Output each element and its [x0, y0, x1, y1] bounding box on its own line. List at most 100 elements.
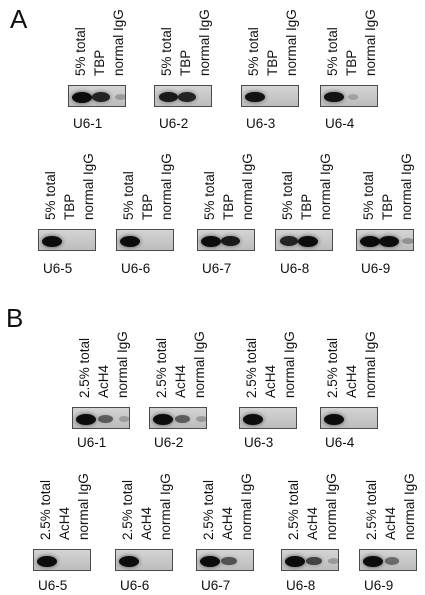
lane-label: 5% total: [246, 27, 261, 76]
blot-caption: U6-1: [73, 116, 103, 131]
lane-label: normal IgG: [318, 153, 333, 220]
lane-label: normal IgG: [81, 153, 96, 220]
lane-label: 5% total: [280, 171, 295, 220]
lane-label: AcH4: [263, 364, 278, 398]
blot-caption: U6-3: [244, 435, 274, 450]
lane-label: 5% total: [159, 27, 174, 76]
blot-caption: U6-5: [38, 578, 68, 593]
lane-label: 5% total: [43, 171, 58, 220]
blot-image: [359, 549, 417, 571]
band: [42, 235, 62, 247]
blot-caption: U6-6: [121, 261, 151, 276]
lane-label: 2.5% total: [286, 479, 301, 540]
blot-image: [72, 407, 130, 429]
lane-label: 5% total: [121, 171, 136, 220]
blot-caption: U6-8: [280, 261, 310, 276]
lane-label: normal IgG: [158, 473, 173, 540]
lane-label: TBP: [140, 193, 155, 220]
lane-label: normal IgG: [76, 473, 91, 540]
lane-label: normal IgG: [240, 153, 255, 220]
lane-label: AcH4: [220, 506, 235, 540]
lane-label: 5% total: [361, 171, 376, 220]
blot-image: [197, 229, 255, 251]
blot-image: [241, 85, 299, 107]
band: [201, 235, 221, 247]
panel-letter-a: A: [10, 4, 28, 34]
lane-label: 2.5% total: [77, 337, 92, 398]
lane-label: TBP: [178, 49, 193, 76]
blot-caption: U6-7: [202, 261, 232, 276]
blot-image: [115, 549, 173, 571]
lane-label: TBP: [221, 193, 236, 220]
band: [158, 91, 178, 103]
blot-image: [68, 85, 126, 107]
blot-caption: U6-2: [159, 116, 189, 131]
band: [245, 91, 265, 103]
band: [76, 413, 96, 425]
lane-label: normal IgG: [192, 331, 207, 398]
lane-label: TBP: [265, 49, 280, 76]
band: [118, 416, 129, 422]
lane-label: 2.5% total: [120, 479, 135, 540]
blot-image: [239, 407, 297, 429]
band: [37, 555, 57, 567]
lane-label: normal IgG: [399, 153, 414, 220]
band: [279, 235, 299, 247]
lane-label: normal IgG: [284, 9, 299, 76]
lane-label: TBP: [380, 193, 395, 220]
band: [285, 555, 305, 567]
band: [220, 235, 240, 247]
blot-image: [196, 549, 254, 571]
lane-label: normal IgG: [111, 9, 126, 76]
lane-label: 5% total: [325, 27, 340, 76]
lane-label: 2.5% total: [201, 479, 216, 540]
blot-image: [275, 229, 333, 251]
band: [153, 413, 173, 425]
band: [360, 235, 380, 247]
lane-label: normal IgG: [363, 9, 378, 76]
band: [305, 556, 323, 566]
lane-label: AcH4: [305, 506, 320, 540]
band: [363, 555, 383, 567]
lane-label: 2.5% total: [244, 337, 259, 398]
blot-image: [320, 85, 378, 107]
band: [324, 91, 344, 103]
panel-letter-b: B: [6, 303, 24, 333]
lane-label: 5% total: [73, 27, 88, 76]
blot-caption: U6-9: [361, 261, 391, 276]
lane-label: AcH4: [96, 364, 111, 398]
blot-caption: U6-9: [364, 578, 394, 593]
band: [379, 235, 399, 247]
blot-caption: U6-6: [120, 578, 150, 593]
blot-image: [356, 229, 414, 251]
band: [200, 555, 220, 567]
band: [97, 415, 113, 423]
blot-caption: U6-3: [246, 116, 276, 131]
lane-label: normal IgG: [363, 331, 378, 398]
lane-label: TBP: [344, 49, 359, 76]
blot-image: [149, 407, 207, 429]
band: [177, 91, 197, 103]
lane-label: 2.5% total: [38, 479, 53, 540]
band: [347, 94, 359, 100]
band: [221, 556, 237, 566]
lane-label: normal IgG: [282, 331, 297, 398]
lane-label: TBP: [62, 193, 77, 220]
lane-label: 2.5% total: [364, 479, 379, 540]
blot-caption: U6-2: [154, 435, 184, 450]
lane-label: normal IgG: [324, 473, 339, 540]
band: [72, 91, 92, 103]
blot-image: [154, 85, 212, 107]
lane-label: AcH4: [57, 506, 72, 540]
lane-label: TBP: [92, 49, 107, 76]
band: [327, 558, 338, 564]
blot-caption: U6-4: [325, 116, 355, 131]
lane-label: AcH4: [139, 506, 154, 540]
blot-image: [281, 549, 339, 571]
blot-caption: U6-7: [201, 578, 231, 593]
band: [120, 235, 140, 247]
band: [195, 416, 206, 422]
lane-label: AcH4: [173, 364, 188, 398]
lane-label: TBP: [299, 193, 314, 220]
lane-label: normal IgG: [402, 473, 417, 540]
